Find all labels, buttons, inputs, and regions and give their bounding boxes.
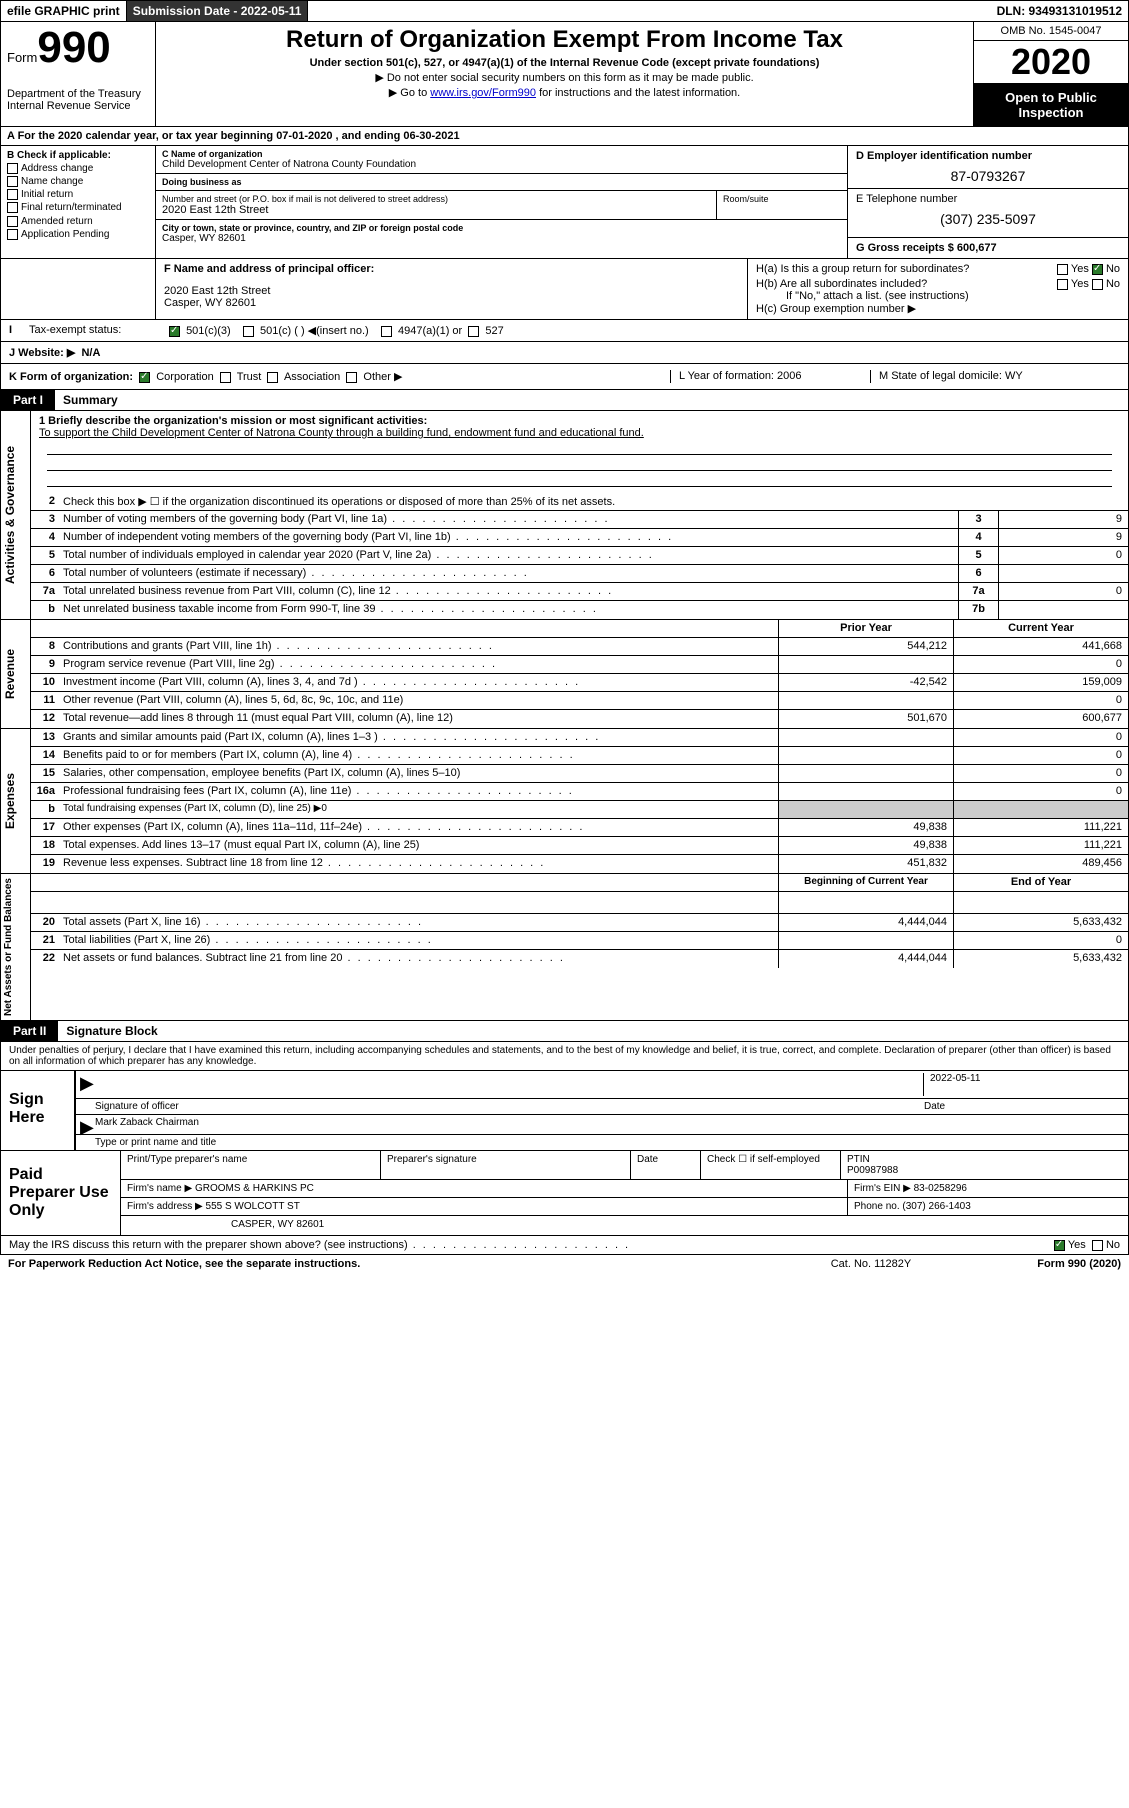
officer-addr: 2020 East 12th Street Casper, WY 82601 — [164, 285, 739, 309]
tax-status-row: I Tax-exempt status: 501(c)(3) 501(c) ( … — [0, 320, 1129, 342]
gross-receipts: G Gross receipts $ 600,677 — [848, 238, 1128, 258]
title-right: OMB No. 1545-0047 2020 Open to Public In… — [973, 22, 1128, 126]
cb-name-change[interactable]: Name change — [7, 176, 149, 187]
form-org: K Form of organization: Corporation Trus… — [9, 370, 670, 383]
part2-header: Part II Signature Block — [0, 1021, 1129, 1042]
tax-year: 2020 — [974, 41, 1128, 84]
mission-text: To support the Child Development Center … — [39, 427, 1120, 439]
inspection-label: Open to Public Inspection — [974, 84, 1128, 126]
section-b: B Check if applicable: Address change Na… — [0, 146, 1129, 259]
dept-label: Department of the Treasury Internal Reve… — [7, 88, 149, 112]
firm-phone: (307) 266-1403 — [902, 1201, 970, 1212]
org-info: C Name of organization Child Development… — [156, 146, 848, 258]
penalty-text: Under penalties of perjury, I declare th… — [0, 1042, 1129, 1071]
title-block: Form990 Department of the Treasury Inter… — [0, 22, 1129, 127]
check-label: B Check if applicable: — [7, 150, 149, 161]
city-state-zip: Casper, WY 82601 — [162, 233, 841, 244]
dln: DLN: 93493131019512 — [991, 1, 1128, 21]
form-footer: Form 990 (2020) — [971, 1258, 1121, 1270]
cell-org-name: C Name of organization Child Development… — [156, 146, 847, 174]
org-name: Child Development Center of Natrona Coun… — [162, 159, 841, 170]
firm-city: CASPER, WY 82601 — [121, 1216, 1128, 1233]
title-center: Return of Organization Exempt From Incom… — [156, 22, 973, 126]
cat-no: Cat. No. 11282Y — [771, 1258, 971, 1270]
k-row: K Form of organization: Corporation Trus… — [0, 364, 1129, 390]
street-address: 2020 East 12th Street — [162, 204, 710, 216]
cb-amended[interactable]: Amended return — [7, 216, 149, 227]
right-info: D Employer identification number 87-0793… — [848, 146, 1128, 258]
year-formation: L Year of formation: 2006 — [670, 370, 870, 383]
website-value: N/A — [81, 347, 100, 359]
part1-expenses: Expenses 13Grants and similar amounts pa… — [0, 729, 1129, 874]
note-ssn: ▶ Do not enter social security numbers o… — [164, 71, 965, 84]
paid-preparer: Paid Preparer Use Only Print/Type prepar… — [0, 1151, 1129, 1236]
efile-label: efile GRAPHIC print — [1, 1, 127, 21]
cell-city: City or town, state or province, country… — [156, 220, 847, 247]
ptin-value: P00987988 — [847, 1165, 898, 1176]
officer-name: Mark Zaback Chairman — [95, 1117, 1124, 1132]
form-number: 990 — [37, 23, 110, 72]
form-prefix: Form — [7, 50, 37, 65]
cell-phone: E Telephone number (307) 235-5097 — [848, 189, 1128, 238]
phone-value: (307) 235-5097 — [856, 205, 1120, 233]
part1-netassets: Net Assets or Fund Balances Beginning of… — [0, 874, 1129, 1021]
cb-pending[interactable]: Application Pending — [7, 229, 149, 240]
omb-number: OMB No. 1545-0047 — [974, 22, 1128, 41]
section-f: F Name and address of principal officer:… — [0, 259, 1129, 320]
firm-addr: 555 S WOLCOTT ST — [206, 1201, 300, 1212]
cb-final[interactable]: Final return/terminated — [7, 202, 149, 213]
form-id-block: Form990 Department of the Treasury Inter… — [1, 22, 156, 126]
submission-date: Submission Date - 2022-05-11 — [127, 1, 309, 21]
note-link: ▶ Go to www.irs.gov/Form990 for instruct… — [164, 86, 965, 99]
irs-link[interactable]: www.irs.gov/Form990 — [430, 87, 536, 99]
row-a-period: A For the 2020 calendar year, or tax yea… — [0, 127, 1129, 146]
check-applicable: B Check if applicable: Address change Na… — [1, 146, 156, 258]
cb-initial[interactable]: Initial return — [7, 189, 149, 200]
ein-value: 87-0793267 — [856, 162, 1120, 184]
cb-addr-change[interactable]: Address change — [7, 163, 149, 174]
footer: For Paperwork Reduction Act Notice, see … — [0, 1255, 1129, 1273]
sign-here: Sign Here ▶ 2022-05-11 Signature of offi… — [0, 1071, 1129, 1151]
cell-dba: Doing business as — [156, 174, 847, 191]
header-bar: efile GRAPHIC print Submission Date - 20… — [0, 0, 1129, 22]
cell-address: Number and street (or P.O. box if mail i… — [156, 191, 847, 220]
cell-ein: D Employer identification number 87-0793… — [848, 146, 1128, 189]
firm-ein: 83-0258296 — [914, 1183, 967, 1194]
mission-block: 1 Briefly describe the organization's mi… — [31, 411, 1128, 493]
sig-date: 2022-05-11 — [924, 1073, 1124, 1096]
website-row: J Website: ▶ N/A — [0, 342, 1129, 364]
part1-governance: Activities & Governance 1 Briefly descri… — [0, 411, 1129, 620]
group-return: H(a) Is this a group return for subordin… — [748, 259, 1128, 319]
main-title: Return of Organization Exempt From Incom… — [164, 26, 965, 54]
discuss-row: May the IRS discuss this return with the… — [0, 1236, 1129, 1255]
subtitle: Under section 501(c), 527, or 4947(a)(1)… — [164, 57, 965, 69]
firm-name: GROOMS & HARKINS PC — [195, 1183, 314, 1194]
state-domicile: M State of legal domicile: WY — [870, 370, 1120, 383]
principal-officer: F Name and address of principal officer:… — [156, 259, 748, 319]
part1-header: Part I Summary — [0, 390, 1129, 411]
part1-revenue: Revenue Prior YearCurrent Year 8Contribu… — [0, 620, 1129, 729]
